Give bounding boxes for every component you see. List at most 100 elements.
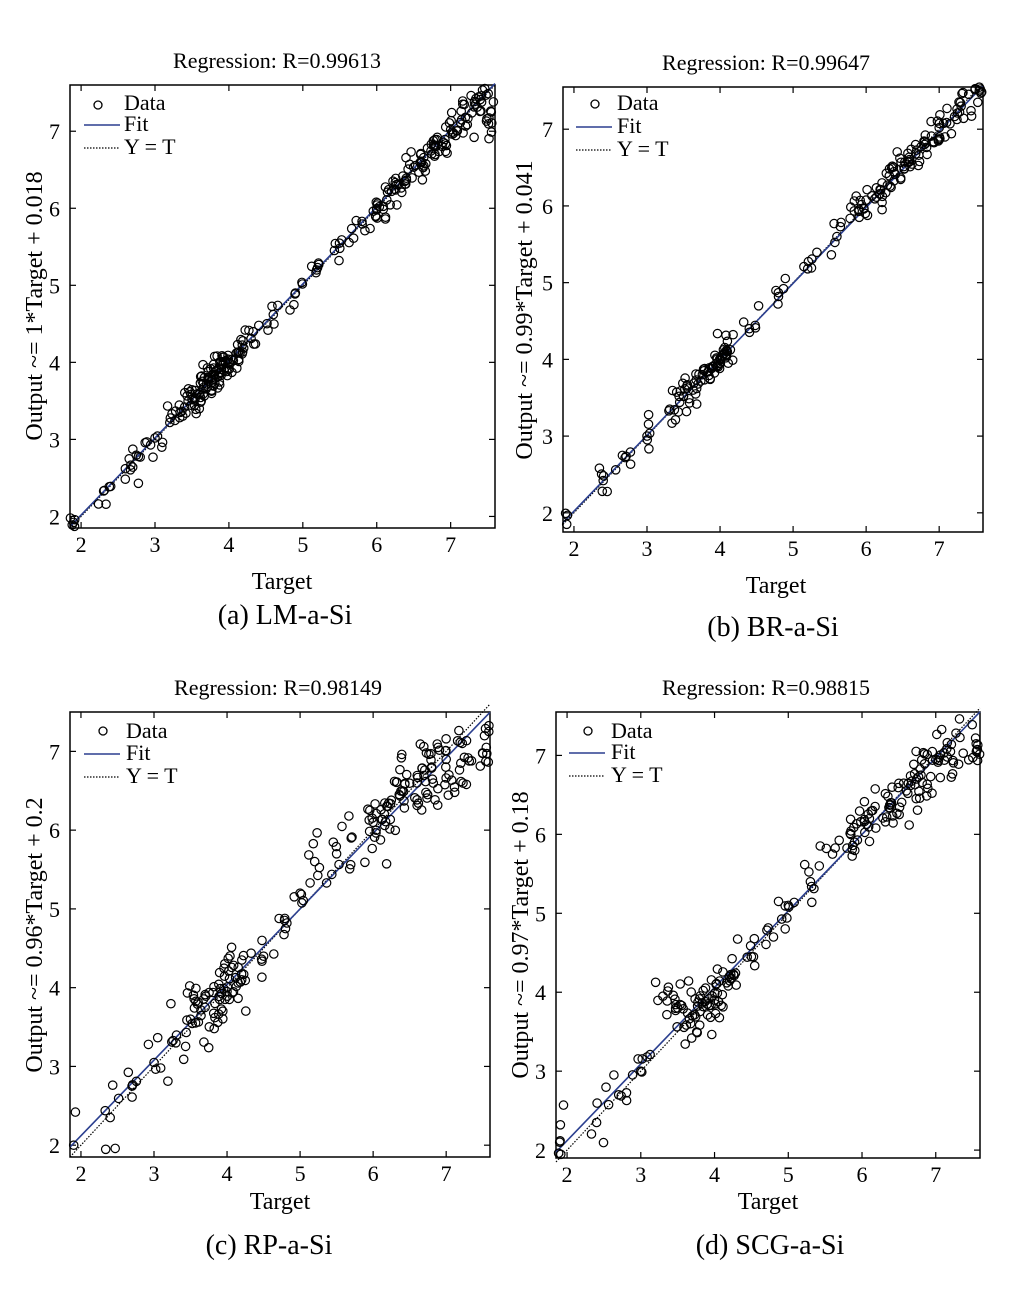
panel-b-xlabel: Target — [746, 573, 807, 599]
data-point — [966, 105, 976, 116]
data-point — [643, 409, 654, 420]
data-point — [826, 250, 837, 260]
data-point — [331, 848, 342, 859]
data-point — [963, 89, 974, 100]
data-point — [463, 753, 473, 763]
data-point — [859, 816, 870, 827]
data-point — [262, 318, 272, 329]
data-point — [360, 857, 370, 868]
data-point — [455, 117, 466, 128]
data-point — [485, 106, 496, 116]
x-tick-label: 5 — [297, 532, 308, 557]
data-point — [484, 133, 494, 144]
data-point — [399, 803, 410, 813]
data-point — [885, 181, 895, 191]
data-point — [382, 187, 393, 197]
data-point — [814, 861, 825, 871]
data-point — [444, 769, 454, 780]
data-point — [972, 744, 983, 755]
x-tick-label: 6 — [861, 536, 872, 561]
data-point — [190, 1018, 201, 1028]
data-point — [248, 326, 258, 337]
legend-label-fit: Fit — [124, 111, 148, 136]
data-point — [463, 113, 473, 124]
data-point — [237, 347, 248, 357]
data-point — [480, 723, 491, 734]
data-point — [165, 413, 176, 423]
data-point — [870, 784, 880, 794]
data-point — [231, 981, 242, 992]
data-point — [198, 359, 208, 370]
data-point — [744, 327, 755, 338]
data-point — [210, 378, 220, 388]
data-point — [830, 237, 840, 248]
data-point — [561, 519, 572, 530]
data-point — [196, 1005, 206, 1015]
data-point — [268, 949, 279, 959]
data-point — [967, 719, 977, 730]
data-point — [212, 383, 223, 393]
panel-b-title: Regression: R=0.99647 — [662, 50, 870, 75]
data-point — [748, 951, 759, 962]
data-point — [298, 895, 309, 906]
x-tick-label: 6 — [368, 1161, 379, 1186]
data-point — [954, 714, 965, 724]
data-point — [120, 474, 131, 484]
data-point — [832, 231, 842, 242]
x-tick-label: 2 — [75, 1161, 86, 1186]
data-point — [919, 137, 930, 147]
data-point — [150, 433, 160, 443]
data-point — [849, 196, 860, 206]
data-point — [697, 369, 708, 380]
data-point — [684, 393, 694, 404]
data-point — [422, 789, 433, 800]
data-point — [279, 913, 290, 924]
data-point — [880, 788, 891, 799]
data-point — [107, 1080, 118, 1090]
data-point — [234, 347, 244, 357]
data-point — [884, 800, 895, 810]
data-point — [379, 820, 390, 831]
data-point — [209, 981, 219, 992]
data-point — [257, 935, 267, 946]
data-point — [314, 862, 325, 873]
data-point — [367, 813, 377, 823]
data-point — [427, 774, 438, 784]
data-point — [782, 913, 792, 923]
data-point — [188, 990, 199, 1000]
data-point — [454, 725, 464, 736]
data-point — [555, 1149, 566, 1160]
data-point — [412, 770, 422, 781]
data-point — [738, 317, 749, 327]
panel-c-axes — [69, 711, 491, 1158]
legend-marker-data — [583, 726, 593, 736]
data-point — [180, 1041, 191, 1052]
panel-a-legend: Data Fit Y = T — [84, 90, 176, 159]
data-point — [419, 770, 429, 781]
data-point — [935, 772, 946, 783]
data-point — [695, 991, 705, 1001]
data-point — [216, 1004, 227, 1014]
data-point — [69, 521, 80, 532]
data-point — [954, 97, 964, 107]
data-point — [93, 499, 104, 509]
data-point — [133, 451, 144, 462]
data-point — [279, 929, 289, 940]
data-point — [644, 428, 655, 439]
x-tick-label: 4 — [222, 1161, 233, 1186]
data-point — [621, 1088, 632, 1098]
data-point — [910, 139, 921, 150]
data-point — [181, 1027, 191, 1038]
panel-d-caption: (d) SCG-a-Si — [696, 1230, 845, 1261]
data-point — [420, 159, 431, 169]
data-point — [895, 174, 906, 185]
data-point — [778, 283, 789, 294]
data-point — [438, 137, 448, 148]
data-point — [321, 878, 332, 888]
data-point — [396, 749, 407, 760]
data-point — [448, 128, 459, 138]
data-point — [184, 981, 195, 991]
y-tick-label: 7 — [542, 117, 553, 142]
data-point — [401, 152, 411, 163]
data-point — [742, 952, 752, 962]
